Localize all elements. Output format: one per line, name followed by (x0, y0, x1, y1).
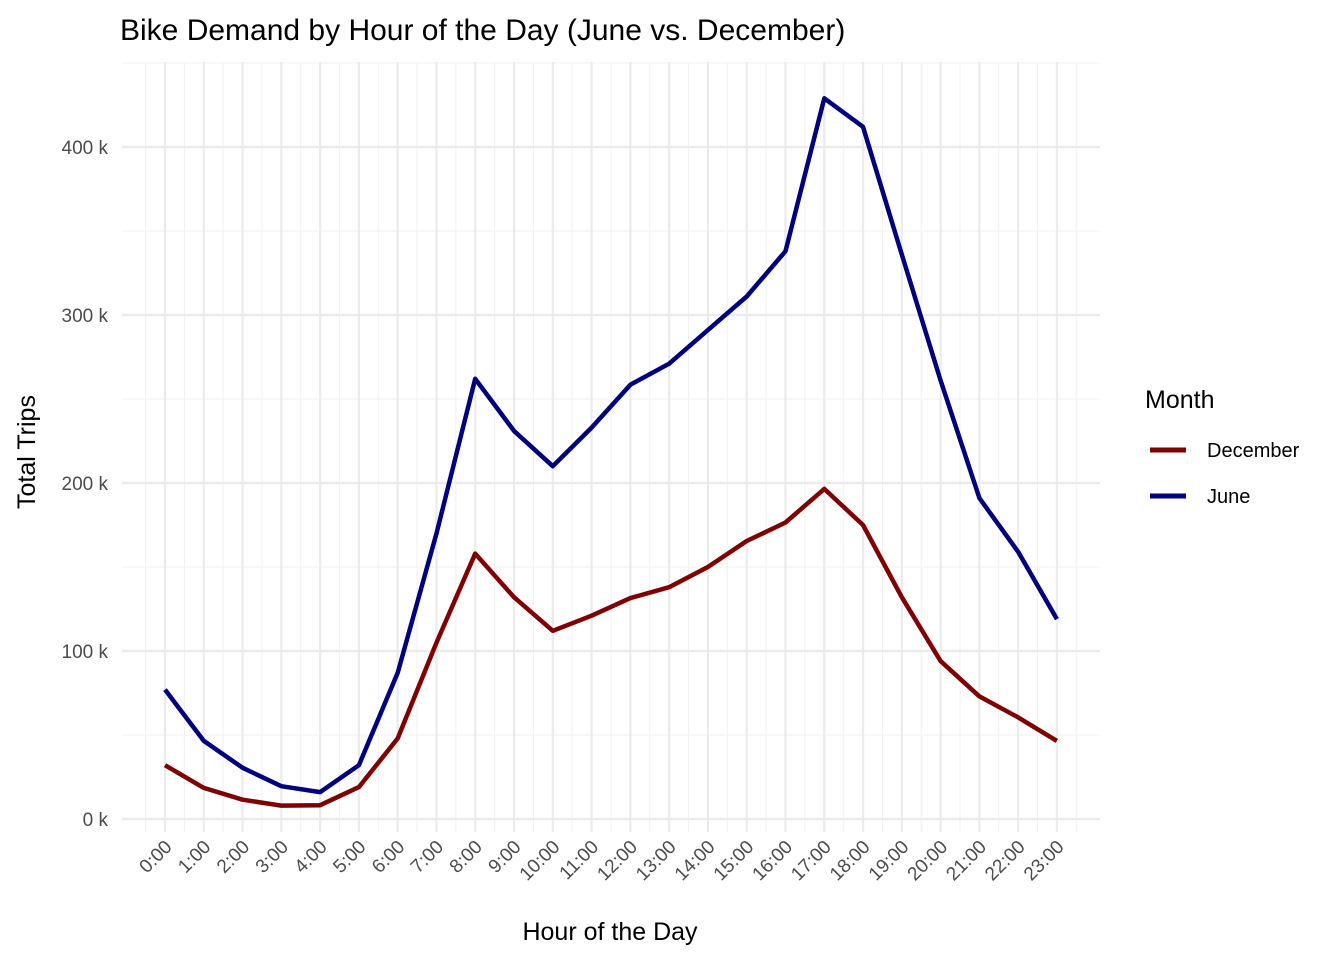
x-tick-label: 13:00 (632, 837, 680, 885)
x-tick-label: 22:00 (981, 837, 1029, 885)
x-axis-ticks: 0:001:002:003:004:005:006:007:008:009:00… (136, 837, 1069, 885)
x-tick-label: 23:00 (1020, 837, 1068, 885)
legend-items: December June (1150, 440, 1300, 508)
x-tick-label: 16:00 (749, 837, 797, 885)
grid (122, 62, 1100, 832)
x-tick-label: 17:00 (787, 837, 835, 885)
x-tick-label: 10:00 (516, 837, 564, 885)
x-tick-label: 7:00 (407, 837, 448, 878)
x-tick-label: 2:00 (213, 837, 254, 878)
y-tick-label: 300 k (62, 306, 109, 327)
y-tick-label: 100 k (62, 642, 109, 663)
x-tick-label: 21:00 (942, 837, 990, 885)
legend: Month December June (1145, 386, 1300, 508)
series-lines (163, 96, 1059, 808)
x-tick-label: 6:00 (368, 837, 409, 878)
y-tick-label: 200 k (62, 474, 109, 495)
x-tick-label: 11:00 (556, 837, 603, 884)
x-tick-label: 19:00 (865, 837, 913, 885)
x-tick-label: 15:00 (710, 837, 758, 885)
x-tick-label: 12:00 (593, 837, 641, 885)
y-axis-ticks: 0 k 100 k 200 k 300 k 400 k (62, 138, 109, 831)
x-tick-label: 1:00 (174, 837, 215, 878)
x-tick-label: 4:00 (291, 837, 332, 878)
x-tick-label: 20:00 (904, 837, 952, 885)
x-axis-title: Hour of the Day (522, 918, 698, 946)
y-tick-label: 0 k (83, 810, 109, 831)
x-tick-label: 0:00 (136, 837, 177, 878)
x-tick-label: 3:00 (252, 837, 293, 878)
series-line-june (163, 96, 1059, 795)
y-tick-label: 400 k (62, 138, 109, 159)
x-tick-label: 18:00 (826, 837, 874, 885)
x-tick-label: 8:00 (446, 837, 487, 878)
legend-label-june: June (1207, 486, 1250, 508)
x-tick-label: 5:00 (329, 837, 370, 878)
series-line-december (163, 486, 1059, 808)
legend-title: Month (1145, 386, 1214, 414)
x-tick-label: 14:00 (671, 837, 719, 885)
legend-label-december: December (1207, 440, 1300, 462)
chart-title: Bike Demand by Hour of the Day (June vs.… (120, 14, 845, 47)
y-axis-title: Total Trips (13, 395, 41, 509)
